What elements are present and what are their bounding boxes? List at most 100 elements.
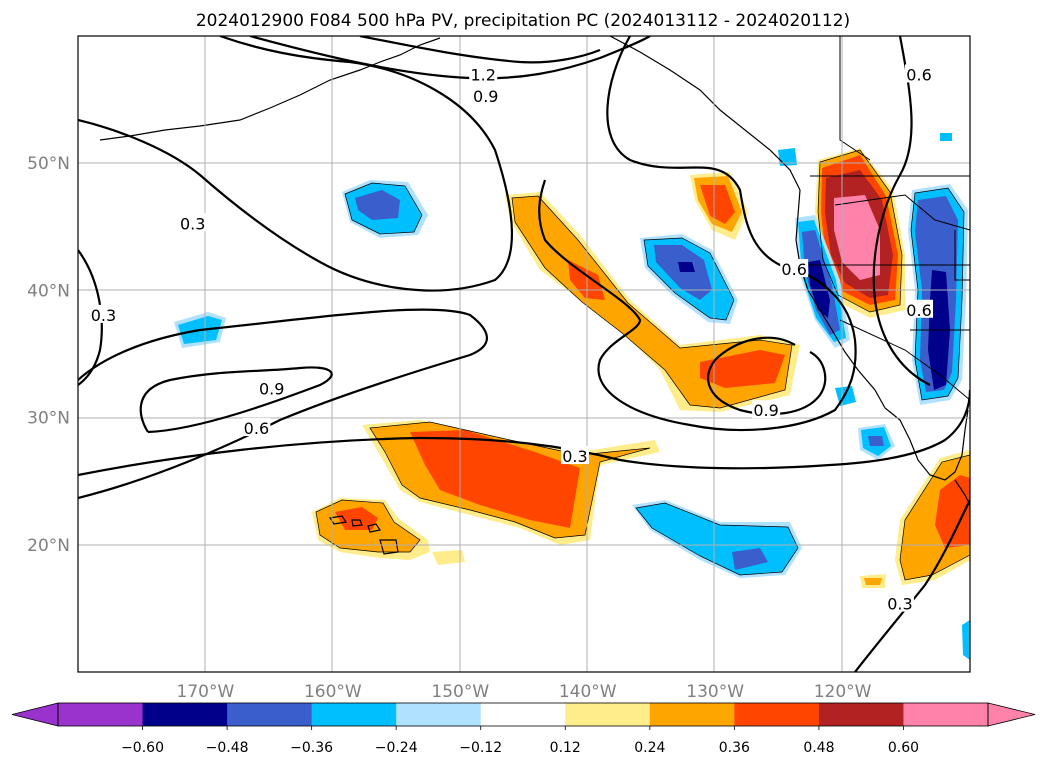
colorbar-tick-label: 0.48 xyxy=(803,740,834,756)
outline-hawaii xyxy=(315,499,421,553)
colorbar-extend-under xyxy=(11,702,59,727)
pv-label-bg xyxy=(242,418,271,437)
boundaries xyxy=(785,36,970,401)
y-tick-label: 30°N xyxy=(27,409,70,429)
precip-neg-130W-dark xyxy=(654,245,712,300)
pv-contour-label: 0.3 xyxy=(180,214,205,233)
x-tick-labels: 170°W 160°W 150°W 140°W 130°W 120°W xyxy=(177,682,872,702)
border-state-5 xyxy=(954,230,970,281)
precip-small-light xyxy=(432,550,465,565)
pv-contour-label: 0.9 xyxy=(473,87,498,106)
precip-neg-small-4 xyxy=(962,620,970,660)
pv-contour-12-north xyxy=(359,36,601,64)
pv-contour-03-south xyxy=(854,499,970,672)
pv-label-bg xyxy=(178,213,207,232)
coast-hawaii-4 xyxy=(379,539,399,555)
colorbar-bin xyxy=(903,703,989,726)
colorbar-bin xyxy=(565,703,651,726)
pv-contour-label: 0.3 xyxy=(887,595,912,614)
precip-neg-small-dark xyxy=(868,436,884,446)
colorbar-bin xyxy=(142,703,228,726)
pv-contour-06-east xyxy=(872,36,931,386)
gridlines xyxy=(78,36,970,672)
border-state-2 xyxy=(834,194,970,231)
pv-contour-03-mid xyxy=(78,389,970,477)
colorbar-tick-label: −0.60 xyxy=(121,740,164,756)
pv-label-bg xyxy=(752,400,781,419)
coast-hawaii-1 xyxy=(328,515,348,525)
pv-contour-06-mid xyxy=(78,308,488,500)
precip-cell-red xyxy=(700,185,735,224)
coast-hawaii-2 xyxy=(351,519,363,527)
pv-label-bg xyxy=(471,86,500,105)
precip-neg-130W-navy xyxy=(678,262,695,272)
coast-hawaii-3 xyxy=(367,523,381,533)
outline-diag xyxy=(511,195,793,409)
x-tick-label: 170°W xyxy=(177,682,235,702)
x-tick-label: 160°W xyxy=(304,682,362,702)
chart-title: 2024012900 F084 500 hPa PV, precipitatio… xyxy=(196,11,850,31)
pv-contour-label: 0.6 xyxy=(781,260,806,279)
colorbar-tick-label: −0.12 xyxy=(459,740,502,756)
colorbar-bin xyxy=(649,703,735,726)
precip-hawaii-red xyxy=(335,507,378,530)
pv-label-bg xyxy=(257,378,286,397)
pv-contour-label: 0.9 xyxy=(259,380,284,399)
x-tick-label: 130°W xyxy=(686,682,744,702)
colorbar-extend-over xyxy=(987,702,1036,727)
outline-mexico xyxy=(899,454,970,581)
outline-coast xyxy=(817,149,903,313)
pv-contour-label: 0.6 xyxy=(906,301,931,320)
pv-label-bg xyxy=(89,304,118,323)
pv-contour-09-east xyxy=(707,336,827,416)
border-state-3 xyxy=(839,319,970,401)
colorbar-tick-label: 0.12 xyxy=(550,740,581,756)
map-frame xyxy=(77,35,971,673)
colorbar-frame xyxy=(57,702,989,727)
map-panel: 1.2 0.9 0.3 0.3 0.9 0.6 0.3 0.9 0.6 0.6 0.6 0.3 xyxy=(78,36,970,672)
precip-diag-red-2 xyxy=(700,350,785,388)
coast-baja xyxy=(884,407,969,481)
colorbar-tick-label: −0.48 xyxy=(206,740,249,756)
precip-neg-160W-dark xyxy=(355,190,400,220)
colorbar-tick-label: −0.36 xyxy=(290,740,333,756)
outline-neg-130 xyxy=(643,237,735,321)
colorbar-tick-label: 0.24 xyxy=(634,740,665,756)
precip-neg-132W-dark xyxy=(732,548,768,570)
colorbar-bin xyxy=(58,703,144,726)
outline-interior xyxy=(910,187,965,401)
outline-neg-160 xyxy=(344,182,423,235)
pv-contour-label: 1.2 xyxy=(470,65,495,84)
pv-contour-label: 0.6 xyxy=(906,65,931,84)
pv-contour-label: 0.3 xyxy=(91,306,116,325)
pv-contour-label: 0.6 xyxy=(244,419,269,438)
y-tick-label: 20°N xyxy=(27,536,70,556)
coast-alaska xyxy=(99,37,441,141)
x-tick-label: 150°W xyxy=(431,682,489,702)
pv-contour-09-mid xyxy=(139,366,333,434)
colorbar: −0.60 −0.48 −0.36 −0.24 −0.12 0.12 0.24 0.36 0.4… xyxy=(11,702,1036,756)
precip-neg-small-5 xyxy=(940,133,952,141)
precip-small-orange xyxy=(864,578,882,585)
pv-contour-label: 0.3 xyxy=(562,447,587,466)
x-tick-label: 120°W xyxy=(814,682,872,702)
y-tick-label: 50°N xyxy=(27,154,70,174)
pv-label-bg xyxy=(905,64,934,83)
pv-contours xyxy=(78,36,970,672)
pv-contour-labels: 1.2 0.9 0.3 0.3 0.9 0.6 0.3 0.9 0.6 0.6 0.6 0.3 xyxy=(89,64,934,614)
colorbar-tick-label: −0.24 xyxy=(375,740,418,756)
colorbar-bin xyxy=(480,703,566,726)
colorbar-bin xyxy=(818,703,904,726)
outline-neg-132 xyxy=(635,502,799,576)
y-tick-label: 40°N xyxy=(27,281,70,301)
pv-label-bg xyxy=(560,446,589,465)
precip-neg-coast-navy xyxy=(808,260,830,318)
pv-contour-03-west xyxy=(78,249,103,386)
border-alaska-canada xyxy=(839,36,871,161)
map-background xyxy=(78,36,970,672)
coast-west-us xyxy=(795,189,886,409)
precip-band-red xyxy=(410,430,580,528)
precip-outlines xyxy=(315,149,970,581)
precip-neg-small-3 xyxy=(778,148,797,166)
